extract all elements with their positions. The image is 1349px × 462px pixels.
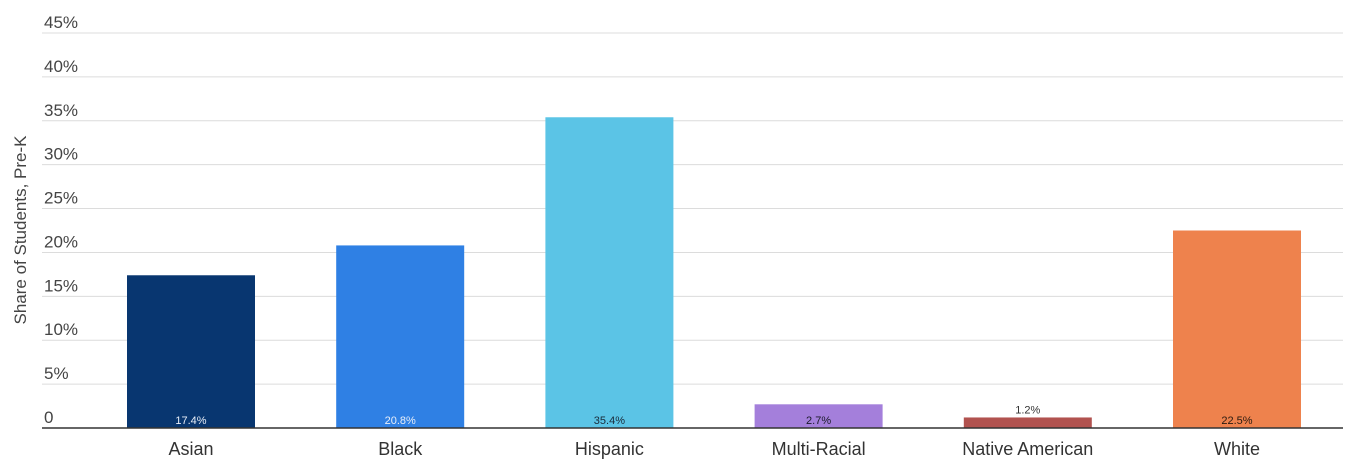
data-label: 1.2% bbox=[1015, 404, 1040, 416]
x-tick-label: Black bbox=[378, 439, 423, 459]
x-tick-label: Asian bbox=[168, 439, 213, 459]
x-tick-label: Native American bbox=[962, 439, 1093, 459]
x-axis-ticks: Asian Black Hispanic Multi-Racial Native Ame… bbox=[168, 439, 1260, 459]
gridlines bbox=[42, 32, 1343, 385]
y-tick-label: 10% bbox=[44, 320, 78, 339]
y-tick-label: 5% bbox=[44, 364, 69, 383]
y-tick-label: 40% bbox=[44, 57, 78, 76]
y-axis-ticks: 0 5% 10% 15% 20% 25% 30% 35% 40% 45% bbox=[44, 13, 78, 427]
data-label: 20.8% bbox=[385, 415, 416, 427]
y-axis-title: Share of Students, Pre-K bbox=[11, 135, 30, 325]
bars: 17.4% 20.8% 35.4% 2.7% 1.2% 22.5% bbox=[127, 117, 1301, 429]
data-label: 22.5% bbox=[1221, 415, 1252, 427]
y-tick-label: 25% bbox=[44, 189, 78, 208]
x-tick-label: Multi-Racial bbox=[772, 439, 866, 459]
y-tick-label: 15% bbox=[44, 276, 78, 295]
x-tick-label: Hispanic bbox=[575, 439, 644, 459]
bar-black bbox=[336, 245, 465, 428]
bar-native-american bbox=[963, 417, 1092, 428]
bar-white bbox=[1173, 230, 1301, 428]
x-tick-label: White bbox=[1214, 439, 1260, 459]
data-label: 2.7% bbox=[806, 415, 831, 427]
y-tick-label: 0 bbox=[44, 408, 53, 427]
y-tick-label: 35% bbox=[44, 101, 78, 120]
y-tick-label: 20% bbox=[44, 232, 78, 251]
bar-hispanic bbox=[545, 117, 674, 429]
bar-asian bbox=[127, 275, 255, 428]
y-tick-label: 30% bbox=[44, 145, 78, 164]
y-tick-label: 45% bbox=[44, 13, 78, 32]
bar-multi-racial bbox=[754, 404, 883, 428]
data-label: 17.4% bbox=[175, 415, 206, 427]
data-label: 35.4% bbox=[594, 415, 625, 427]
